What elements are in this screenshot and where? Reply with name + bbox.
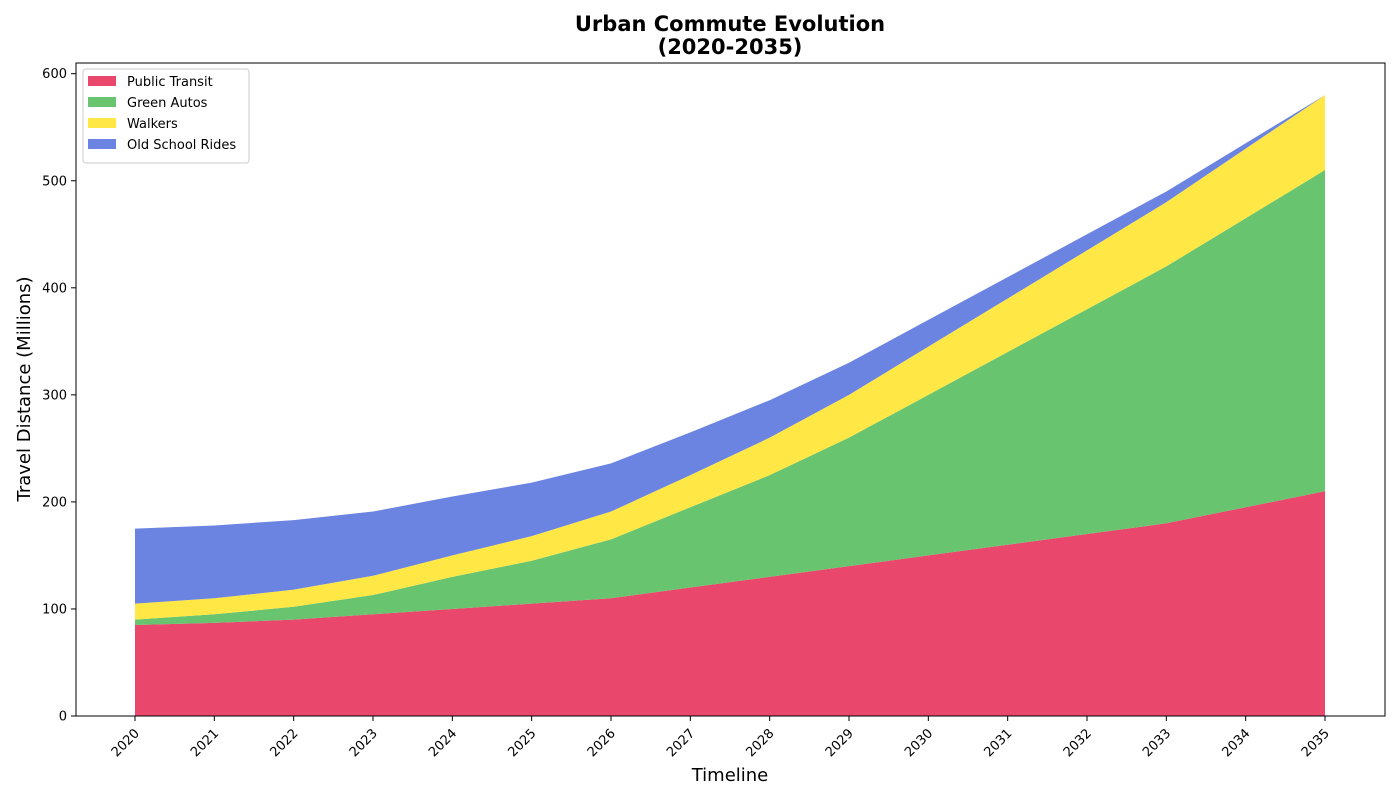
x-tick-label: 2032 — [1061, 726, 1095, 760]
x-tick-label: 2028 — [743, 726, 777, 760]
y-tick-label: 500 — [42, 174, 67, 189]
areas-layer — [135, 95, 1325, 716]
legend-label-3: Old School Rides — [127, 138, 236, 153]
x-tick-label: 2034 — [1219, 726, 1253, 760]
y-tick-label: 300 — [42, 388, 67, 403]
legend-swatch-1 — [88, 97, 116, 107]
x-tick-label: 2026 — [585, 726, 619, 760]
y-tick-label: 400 — [42, 281, 67, 296]
y-axis-label: Travel Distance (Millions) — [14, 276, 35, 502]
legend-label-2: Walkers — [127, 117, 178, 132]
area-series-3 — [135, 95, 1325, 604]
legend: Public Transit Green Autos Walkers Old Scho… — [82, 68, 250, 164]
legend-frame — [82, 68, 250, 164]
chart-title-line-2: (2020-2035) — [658, 35, 803, 59]
x-tick-label: 2020 — [109, 726, 143, 760]
x-tick-label: 2023 — [347, 726, 381, 760]
plot-frame — [75, 62, 1386, 717]
y-tick-label: 600 — [42, 67, 67, 82]
legend-swatch-2 — [88, 118, 116, 128]
x-tick-label: 2022 — [267, 726, 301, 760]
legend-label-0: Public Transit — [127, 75, 213, 90]
x-tick-label: 2035 — [1299, 726, 1333, 760]
x-tick-label: 2029 — [823, 726, 857, 760]
x-tick-label: 2025 — [505, 726, 539, 760]
x-tick-label: 2024 — [426, 726, 460, 760]
legend-label-1: Green Autos — [127, 96, 208, 111]
legend-swatch-0 — [88, 76, 116, 86]
x-tick-label: 2030 — [902, 726, 936, 760]
y-tick-label: 100 — [42, 602, 67, 617]
x-tick-label: 2021 — [188, 726, 222, 760]
y-tick-label: 200 — [42, 495, 67, 510]
legend-swatch-3 — [88, 139, 116, 149]
area-series-0 — [135, 491, 1325, 716]
x-tick-label: 2033 — [1140, 726, 1174, 760]
x-tick-label: 2027 — [664, 726, 698, 760]
chart-title-line-1: Urban Commute Evolution — [575, 12, 885, 36]
y-tick-label: 0 — [59, 710, 67, 725]
x-tick-label: 2031 — [981, 726, 1015, 760]
area-series-1 — [135, 170, 1325, 626]
x-axis-label: Timeline — [691, 765, 769, 786]
